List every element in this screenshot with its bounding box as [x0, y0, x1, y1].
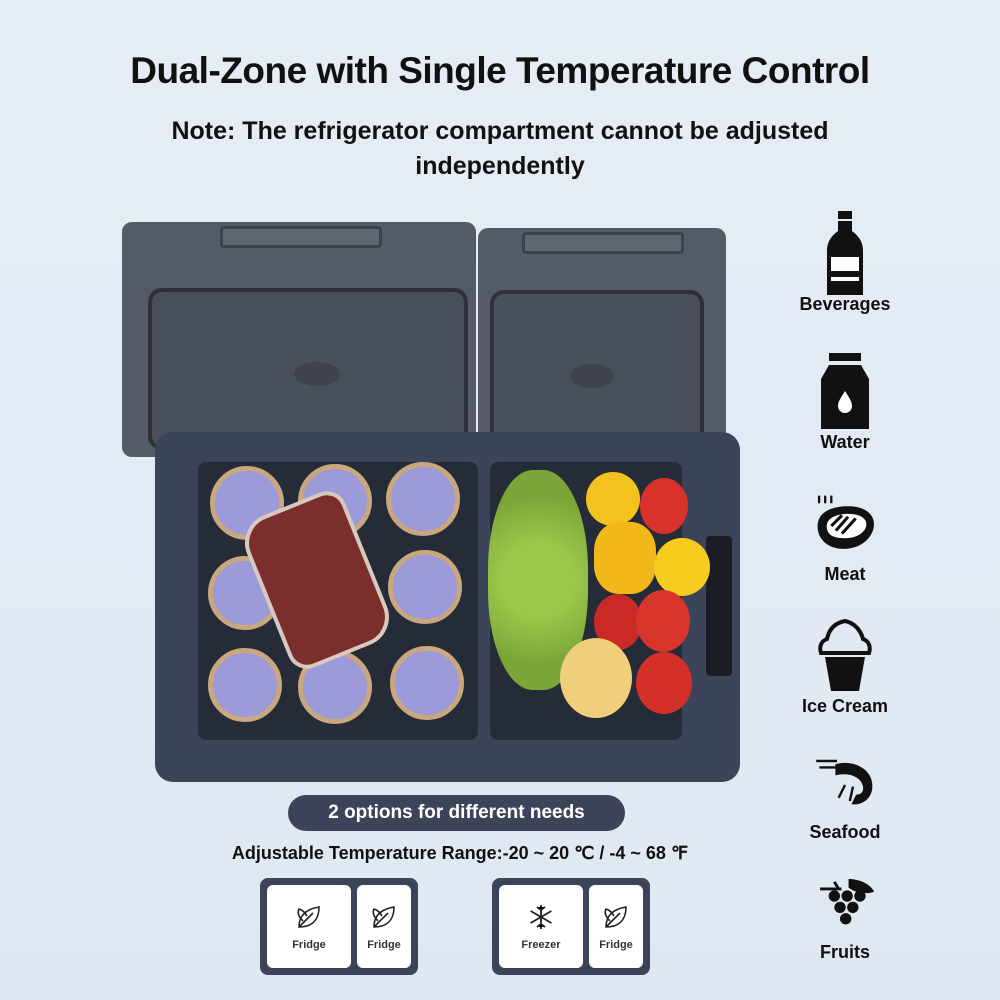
category-label: Meat	[824, 564, 866, 584]
zone-label: Fridge	[599, 938, 633, 951]
tomato	[636, 652, 692, 714]
category-ice-cream: Ice Cream	[790, 618, 900, 717]
zone-freezer: Freezer	[499, 885, 583, 968]
tomato	[636, 590, 690, 652]
category-fruits: Fruits	[790, 866, 900, 963]
lemon	[654, 538, 710, 596]
category-meat: Meat	[790, 488, 900, 585]
bottle-icon	[813, 211, 877, 295]
shrimp-icon	[813, 746, 877, 816]
control-panel	[706, 536, 732, 676]
category-label: Ice Cream	[801, 696, 889, 716]
leaf-icon	[372, 905, 395, 928]
milk-jar-icon	[813, 353, 877, 429]
leaf-icon	[297, 905, 320, 928]
tomato	[640, 478, 688, 534]
category-beverages: Beverages	[790, 211, 900, 315]
zone-label: Fridge	[367, 938, 401, 951]
zone-label: Fridge	[292, 938, 326, 951]
left-lid-handle	[220, 226, 382, 248]
ice-cream-tub	[390, 646, 464, 720]
category-label: Beverages	[799, 294, 891, 314]
right-lid-handle	[522, 232, 684, 254]
steak-icon	[813, 488, 877, 558]
options-badge: 2 options for different needs	[288, 795, 625, 831]
zone-fridge: Fridge	[589, 885, 643, 968]
option-freezer-fridge: Freezer Fridge	[492, 878, 650, 975]
zone-fridge: Fridge	[357, 885, 411, 968]
zone-label: Freezer	[521, 938, 561, 951]
zone-fridge: Fridge	[267, 885, 351, 968]
note-text: Note: The refrigerator compartment canno…	[171, 117, 829, 180]
leaf-icon	[604, 905, 627, 928]
grapes-icon	[813, 866, 877, 936]
ice-cream-tub	[386, 462, 460, 536]
lemon	[586, 472, 640, 526]
pumpkin	[560, 638, 632, 718]
page-title: Dual-Zone with Single Temperature Contro…	[130, 50, 870, 91]
cooler-image	[122, 222, 740, 782]
ice-cream-tub	[208, 648, 282, 722]
pepper	[594, 522, 656, 594]
category-label: Water	[820, 432, 870, 452]
option-fridge-fridge: Fridge Fridge	[260, 878, 418, 975]
snowflake-icon	[530, 904, 552, 929]
category-label: Fruits	[819, 942, 870, 962]
lid-plug	[570, 364, 614, 388]
lid-plug	[294, 362, 340, 386]
ice-cream-tub	[388, 550, 462, 624]
category-seafood: Seafood	[790, 746, 900, 843]
temperature-range: Adjustable Temperature Range:-20 ~ 20 ℃ …	[231, 843, 689, 863]
ice-cream-icon	[813, 618, 877, 691]
category-label: Seafood	[809, 822, 881, 842]
category-water: Water	[790, 353, 900, 453]
